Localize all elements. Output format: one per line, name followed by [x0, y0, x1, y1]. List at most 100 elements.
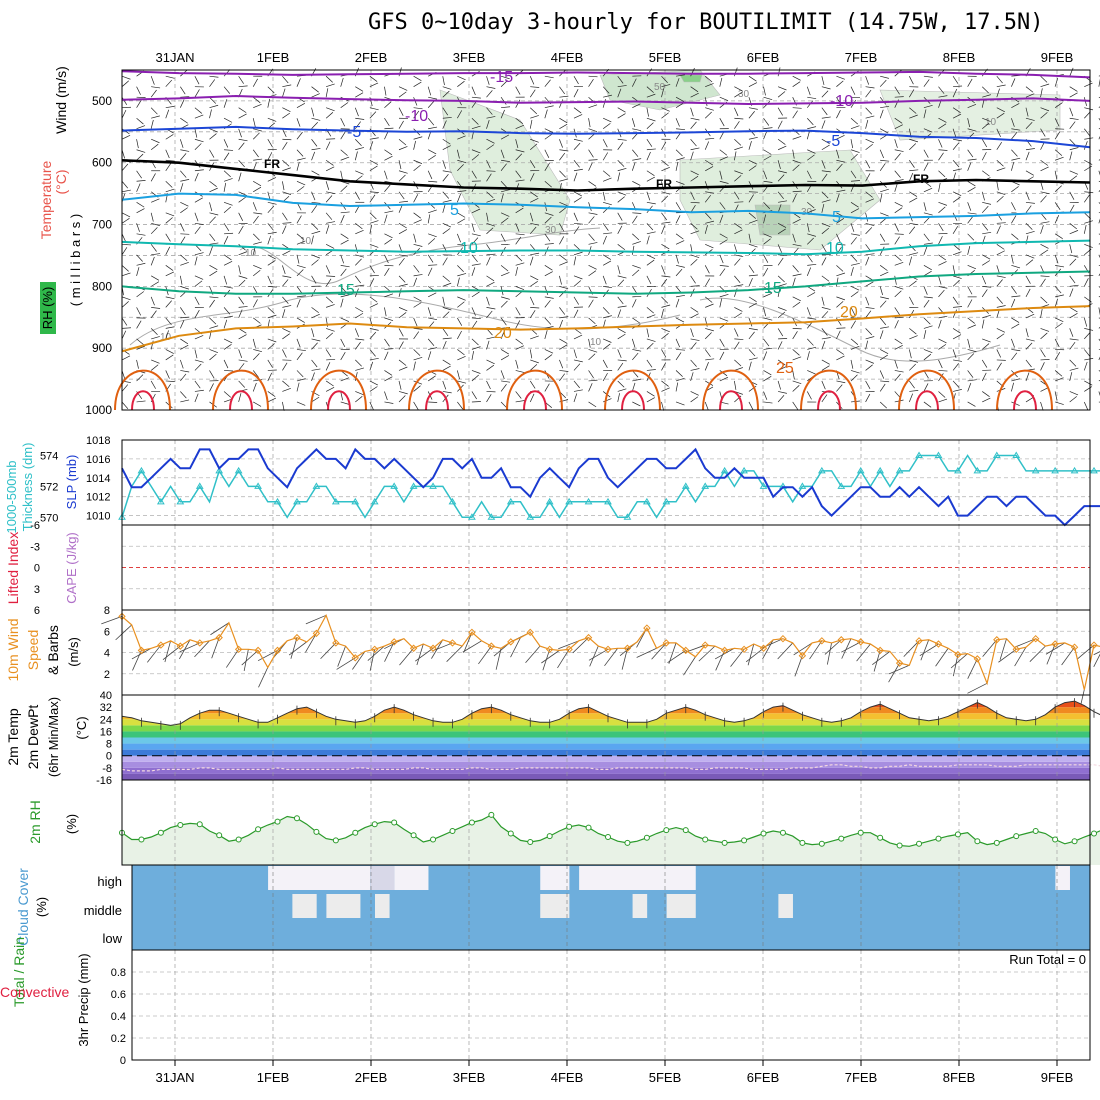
wind-barb [836, 233, 841, 243]
wind-barb [1055, 401, 1064, 405]
wind-barb [150, 364, 159, 371]
wind-barb [150, 380, 156, 389]
thickness-point [895, 466, 904, 474]
wind-barb [588, 216, 595, 224]
wind-barb [355, 284, 365, 287]
wind-barb [1025, 151, 1030, 161]
wind-barb [573, 349, 577, 359]
wind-barb [661, 221, 671, 224]
date-label-bottom: 3FEB [453, 1070, 486, 1085]
wind-barb [355, 138, 362, 146]
wind-barb [1011, 131, 1018, 140]
wind-barb [296, 78, 301, 87]
wind-barb [894, 153, 901, 161]
wind-barb [413, 328, 423, 330]
wind-barb [151, 138, 160, 144]
wind-barb [1011, 349, 1021, 352]
wind-barb [821, 307, 831, 310]
thickness-point [1012, 451, 1021, 458]
wind-barb [996, 75, 1003, 84]
wind-barb [296, 401, 306, 406]
wind-barb [398, 254, 408, 257]
date-label-top: 31JAN [155, 50, 194, 65]
wind-barb [559, 373, 565, 382]
wind-barb [296, 286, 303, 294]
wind-barb [165, 370, 170, 379]
wind-barb [705, 303, 714, 308]
thickness-point [759, 482, 768, 489]
wind-barb [1011, 78, 1016, 87]
wind-barb [223, 99, 228, 108]
wind-barb [705, 358, 715, 361]
wind-barb [880, 159, 890, 162]
temp-tick-label: 8 [106, 739, 112, 751]
wind-barb [807, 233, 816, 237]
date-label-bottom: 31JAN [155, 1070, 194, 1085]
wind-barb [952, 88, 958, 98]
wind-barb [296, 265, 306, 269]
wind-barb [180, 153, 187, 161]
wind-barb [398, 391, 408, 395]
wind-barb [296, 349, 306, 352]
wind-barb [836, 135, 845, 140]
wind-barb [879, 79, 887, 87]
wind-barb [573, 76, 579, 85]
temp-color-band [122, 773, 1090, 780]
wind-barb [938, 139, 943, 148]
wind-barb [748, 331, 755, 340]
date-label-top: 9FEB [1041, 50, 1074, 65]
wind-barb [369, 220, 379, 224]
wind-barb [150, 310, 157, 319]
wind-barb [690, 338, 700, 341]
wind-barb [544, 265, 553, 271]
wind-barb [850, 345, 860, 350]
wind-barb [879, 354, 888, 361]
wind-barb [428, 401, 438, 403]
wind-barb [690, 191, 695, 201]
temp-color-band [122, 749, 1090, 756]
wind-barb [398, 91, 407, 98]
wind-barb [646, 151, 651, 161]
cloud-segment [540, 894, 570, 918]
wind-barb [427, 170, 433, 180]
wind-barb [384, 170, 388, 180]
wind-barb [384, 401, 394, 404]
wind-barb [311, 117, 321, 121]
wind-barb [471, 96, 481, 99]
wind-barb [894, 170, 901, 178]
wind-barb [1025, 201, 1035, 204]
isotherm-25-arc [702, 369, 759, 411]
isotherm-30-arc [719, 390, 743, 411]
wind-barb [384, 86, 387, 96]
wind-barb [1040, 249, 1049, 256]
wind-barb [792, 265, 799, 273]
wind-barb [573, 380, 580, 389]
wind-barb [705, 191, 715, 194]
wind-barb [180, 207, 188, 214]
wind-barb [792, 128, 800, 136]
wind-barb [165, 265, 174, 271]
wind-barb [223, 182, 227, 192]
wind-barb [500, 181, 508, 189]
wind10m-point [1090, 641, 1098, 649]
rh2m-point [877, 834, 884, 841]
wind-barb [1069, 254, 1079, 258]
wind-barb [282, 328, 291, 333]
pressure-tick-label: 500 [92, 94, 112, 108]
wind-barb [544, 181, 552, 188]
wind-barb [442, 138, 451, 145]
thickness-point [448, 497, 457, 505]
rh2m-point [430, 836, 437, 843]
wind-barb [807, 149, 816, 154]
cloud-segment [292, 894, 317, 918]
wind-barb [544, 296, 554, 299]
wind-barb [340, 77, 344, 87]
wind-barb [296, 103, 306, 109]
wind-barb [282, 279, 289, 287]
wind-barb [836, 149, 840, 159]
wind-barb [340, 265, 350, 268]
wind-barb [632, 401, 641, 407]
temperature-axis-label: Temperature [38, 160, 54, 239]
wind-barb [617, 172, 621, 182]
wind-barb [121, 109, 127, 119]
